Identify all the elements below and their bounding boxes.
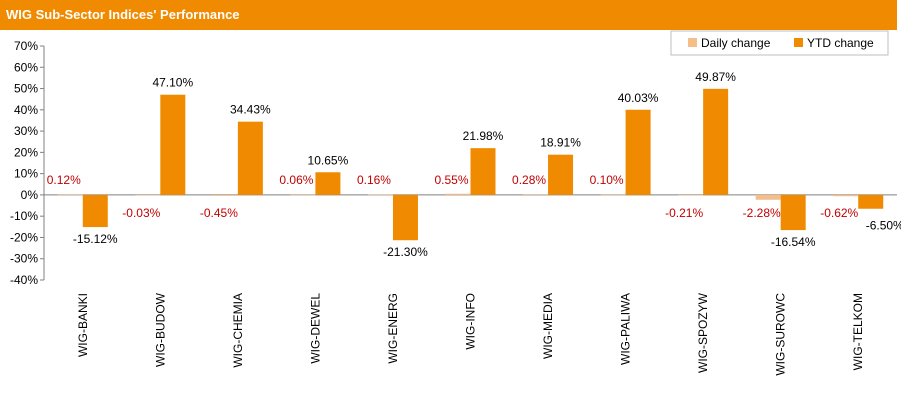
bar-ytd-wig-media bbox=[548, 154, 574, 195]
bar-daily-wig-dewel bbox=[290, 194, 316, 196]
chart-title: WIG Sub-Sector Indices' Performance bbox=[6, 7, 240, 22]
y-axis: 70% 60% 50% 40% 30% 20% 10% 0% -10% -20% -30% -40% bbox=[10, 39, 897, 287]
bar-ytd-wig-banki bbox=[82, 194, 108, 228]
bar-ytd-wig-chemia bbox=[237, 121, 263, 195]
data-label-ytd: -16.54% bbox=[771, 235, 816, 249]
legend-swatch-daily bbox=[688, 38, 697, 47]
y-tick-label: 40% bbox=[14, 103, 38, 117]
category-label: WIG-SUROWC bbox=[774, 293, 788, 376]
data-label-ytd: 49.87% bbox=[695, 70, 736, 84]
data-label-ytd: -6.50% bbox=[866, 219, 901, 233]
data-label-daily: 0.06% bbox=[279, 173, 313, 187]
data-label-daily: 0.10% bbox=[590, 173, 624, 187]
bar-ytd-wig-energ bbox=[392, 194, 418, 241]
y-tick-label: -30% bbox=[10, 252, 38, 266]
y-tick-label: 60% bbox=[14, 60, 38, 74]
y-tick-label: 10% bbox=[14, 167, 38, 181]
data-labels: 0.12% -15.12% -0.03% 47.10% -0.45% 34.43% 0.06… bbox=[47, 70, 901, 259]
y-tick-label: 20% bbox=[14, 145, 38, 159]
y-tick-label: 0% bbox=[21, 188, 39, 202]
legend: Daily change YTD change bbox=[670, 30, 889, 56]
category-labels: WIG-BANKI WIG-BUDOW WIG-CHEMIA WIG-DEWEL WIG… bbox=[76, 292, 865, 375]
category-label: WIG-TELKOM bbox=[851, 293, 865, 370]
data-label-ytd: -15.12% bbox=[73, 232, 118, 246]
data-label-ytd: 10.65% bbox=[308, 153, 349, 167]
bar-ytd-wig-info bbox=[470, 148, 496, 195]
bar-ytd-wig-budow bbox=[160, 94, 186, 195]
data-label-ytd: 47.10% bbox=[152, 76, 193, 90]
bar-daily-wig-energ bbox=[367, 194, 393, 196]
bar-daily-wig-budow bbox=[135, 194, 161, 196]
data-label-ytd: 40.03% bbox=[618, 91, 659, 105]
y-tick-label: 50% bbox=[14, 82, 38, 96]
data-label-ytd: 18.91% bbox=[540, 136, 581, 150]
bar-daily-wig-info bbox=[445, 193, 471, 195]
data-label-ytd: 34.43% bbox=[230, 103, 271, 117]
bars bbox=[57, 88, 884, 241]
category-label: WIG-PALIWA bbox=[619, 293, 633, 365]
bar-ytd-wig-spozyw bbox=[703, 88, 729, 195]
bar-ytd-wig-paliwa bbox=[625, 109, 651, 195]
data-label-daily: 0.28% bbox=[512, 173, 546, 187]
data-label-daily: 0.16% bbox=[357, 173, 391, 187]
data-label-daily: -0.45% bbox=[200, 206, 238, 220]
bar-daily-wig-spozyw bbox=[678, 194, 704, 196]
category-label: WIG-MEDIA bbox=[541, 293, 555, 359]
category-label: WIG-BUDOW bbox=[153, 292, 167, 367]
bar-daily-wig-media bbox=[523, 194, 549, 195]
category-label: WIG-CHEMIA bbox=[231, 293, 245, 368]
category-label: WIG-INFO bbox=[464, 293, 478, 350]
data-label-daily: 0.12% bbox=[47, 173, 81, 187]
bar-daily-wig-telkom bbox=[833, 194, 859, 197]
category-label: WIG-BANKI bbox=[76, 293, 90, 357]
legend-label-ytd: YTD change bbox=[807, 36, 874, 50]
bar-daily-wig-paliwa bbox=[600, 194, 626, 196]
category-label: WIG-DEWEL bbox=[308, 293, 322, 364]
data-label-daily: -2.28% bbox=[743, 206, 781, 220]
chart-title-bar: WIG Sub-Sector Indices' Performance bbox=[0, 0, 897, 30]
bar-ytd-wig-surowc bbox=[780, 194, 806, 231]
legend-label-daily: Daily change bbox=[701, 36, 771, 50]
data-label-daily: -0.03% bbox=[122, 206, 160, 220]
data-label-ytd: -21.30% bbox=[383, 245, 428, 259]
y-tick-label: -40% bbox=[10, 273, 38, 287]
y-tick-label: 30% bbox=[14, 124, 38, 138]
data-label-ytd: 21.98% bbox=[463, 129, 504, 143]
legend-box bbox=[670, 30, 889, 56]
bar-daily-wig-chemia bbox=[212, 194, 238, 196]
category-label: WIG-ENERG bbox=[386, 293, 400, 364]
legend-swatch-ytd bbox=[794, 38, 803, 47]
bar-ytd-wig-telkom bbox=[858, 194, 884, 209]
category-label: WIG-SPOZYW bbox=[696, 292, 710, 373]
y-tick-label: -10% bbox=[10, 209, 38, 223]
bar-daily-wig-banki bbox=[57, 194, 83, 196]
data-label-daily: -0.62% bbox=[820, 206, 858, 220]
data-label-daily: 0.55% bbox=[434, 173, 468, 187]
data-label-daily: -0.21% bbox=[665, 206, 703, 220]
bar-daily-wig-surowc bbox=[755, 194, 781, 200]
bar-ytd-wig-dewel bbox=[315, 172, 341, 195]
y-tick-label: -20% bbox=[10, 230, 38, 244]
y-tick-label: 70% bbox=[14, 39, 38, 53]
